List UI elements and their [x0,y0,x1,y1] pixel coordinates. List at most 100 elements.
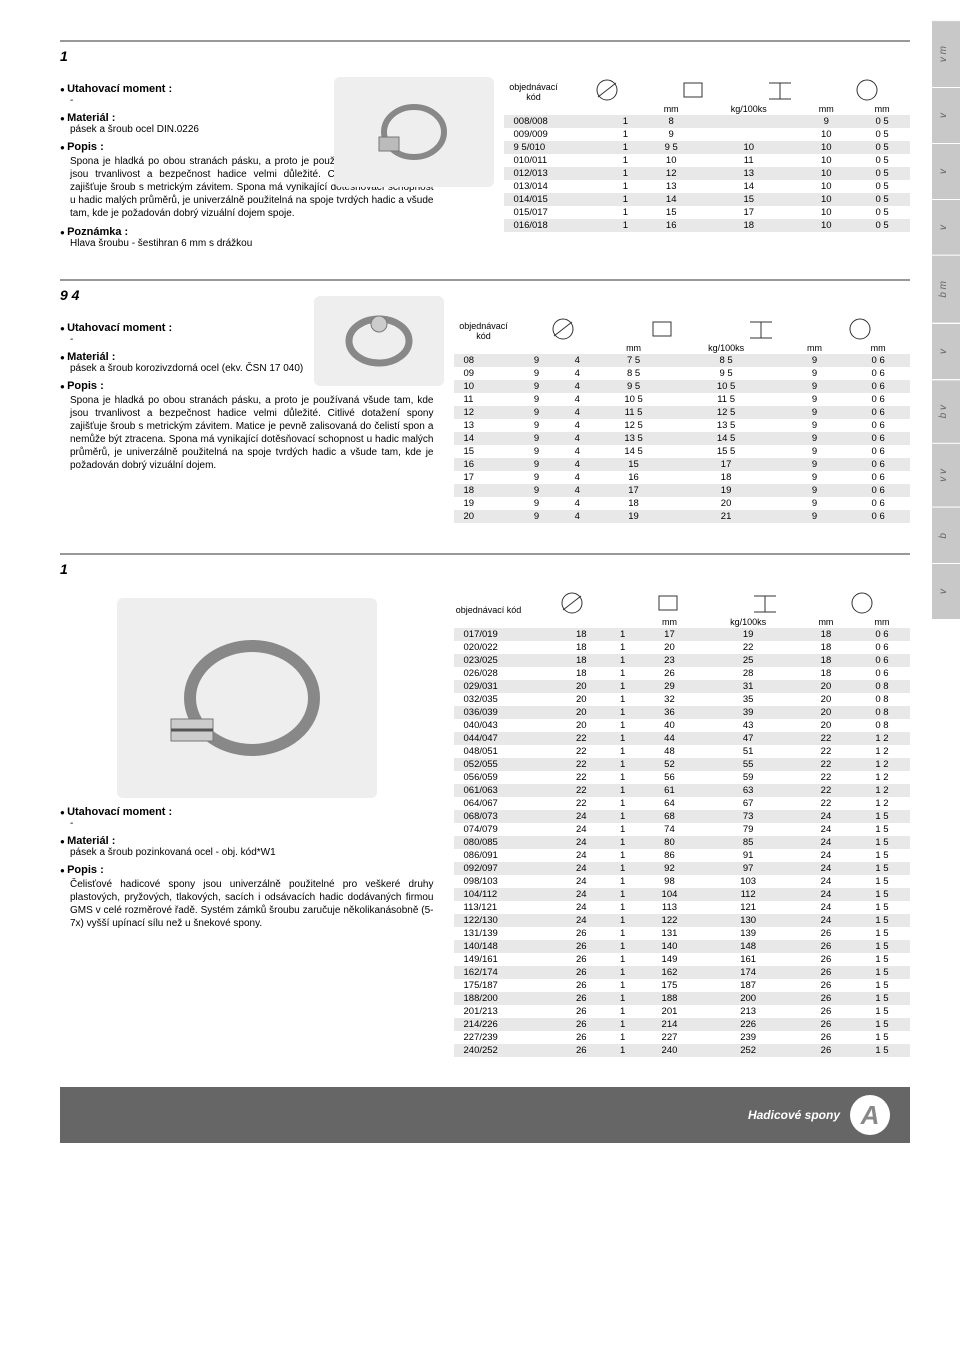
cell: 008/008 [504,115,608,128]
unit-kg: kg/100ks [698,616,798,628]
cell: 0 6 [846,393,910,406]
cell: 11 [699,154,798,167]
cell: 1 [605,797,641,810]
cell: 20 [558,680,605,693]
cell: 12 [643,167,699,180]
side-tab: v m [932,20,960,87]
cell: 9 [783,367,847,380]
cell: 22 [558,771,605,784]
cell: 24 [798,914,854,927]
cell: 214/226 [454,1018,558,1031]
cell: 12 [454,406,517,419]
table-row: 149/161261149161261 5 [454,953,911,966]
cell: 14 [643,193,699,206]
cell: 18 [670,471,783,484]
cell: 130 [698,914,798,927]
cell: 029/031 [454,680,558,693]
cell: 162 [641,966,699,979]
cell: 4 [557,484,598,497]
table-row: 009/00919100 5 [504,128,911,141]
cell: 112 [698,888,798,901]
cell: 32 [641,693,699,706]
cell: 9 [783,432,847,445]
cell: 1 [605,810,641,823]
cell: 4 [557,393,598,406]
cell: 26 [798,927,854,940]
cell: 023/025 [454,654,558,667]
cell: 140/148 [454,940,558,953]
rect-icon [678,77,708,103]
cell: 0 6 [846,380,910,393]
cell: 13 [643,180,699,193]
cell: 25 [698,654,798,667]
cell: 9 [798,115,854,128]
cell: 20 [798,693,854,706]
cell: 79 [698,823,798,836]
cell: 1 5 [854,901,910,914]
table-row: 086/0912418691241 5 [454,849,911,862]
cell: 104 [641,888,699,901]
cell: 18 [558,641,605,654]
cell: 1 5 [854,823,910,836]
cell: 187 [698,979,798,992]
section-1: 1 Utahovací moment : - Materiál : pásek … [60,40,910,249]
cell: 9 [516,445,557,458]
cell: 24 [558,836,605,849]
cell: 14 [699,180,798,193]
table-row: 012/01311213100 5 [504,167,911,180]
cell: 1 [608,206,644,219]
cell: 040/043 [454,719,558,732]
cell: 0 5 [854,141,910,154]
cell: 19 [670,484,783,497]
cell: 113 [641,901,699,914]
cell: 1 [605,992,641,1005]
cell: 4 [557,367,598,380]
unit-mm: mm [643,103,699,115]
diameter-icon [548,316,578,342]
cell: 1 [605,823,641,836]
cell: 22 [798,745,854,758]
cell: 1 [608,219,644,232]
cell: 0 6 [846,354,910,367]
table-row: 08947 58 590 6 [454,354,911,367]
cell: 10 [798,193,854,206]
cell: 26 [558,1005,605,1018]
cell: 061/063 [454,784,558,797]
cell: 24 [798,810,854,823]
table-row: 032/0352013235200 8 [454,693,911,706]
cell: 26 [798,1018,854,1031]
cell: 162/174 [454,966,558,979]
order-label: objednávací kód [504,83,564,103]
order-label-2: objednávací kód [454,322,514,342]
cell [699,115,798,128]
table-row: 1794161890 6 [454,471,911,484]
cell: 19 [454,497,517,510]
cell: 11 5 [670,393,783,406]
cell: 240 [641,1044,699,1057]
table-row: 139412 513 590 6 [454,419,911,432]
cell: 52 [641,758,699,771]
table-row: 092/0972419297241 5 [454,862,911,875]
cell: 9 [783,380,847,393]
cell: 15 [643,206,699,219]
cell: 09 [454,367,517,380]
cell: 0 6 [846,497,910,510]
cell: 18 [798,641,854,654]
cell: 0 6 [846,471,910,484]
cell: 1 [605,1018,641,1031]
material-label-3: Materiál : [60,835,434,847]
table-row: 140/148261140148261 5 [454,940,911,953]
cell: 0 6 [846,510,910,523]
cell: 1 [605,888,641,901]
section-3-title: 1 [60,561,68,577]
cell: 4 [557,458,598,471]
cell: 18 [558,667,605,680]
cell: 9 5 [598,380,670,393]
circle-icon [845,316,875,342]
cell: 1 5 [854,914,910,927]
cell: 20 [798,680,854,693]
product-image-2 [314,296,444,386]
cell: 26 [798,953,854,966]
cell: 020/022 [454,641,558,654]
material-value-3: pásek a šroub pozinkovaná ocel - obj. kó… [70,847,434,858]
